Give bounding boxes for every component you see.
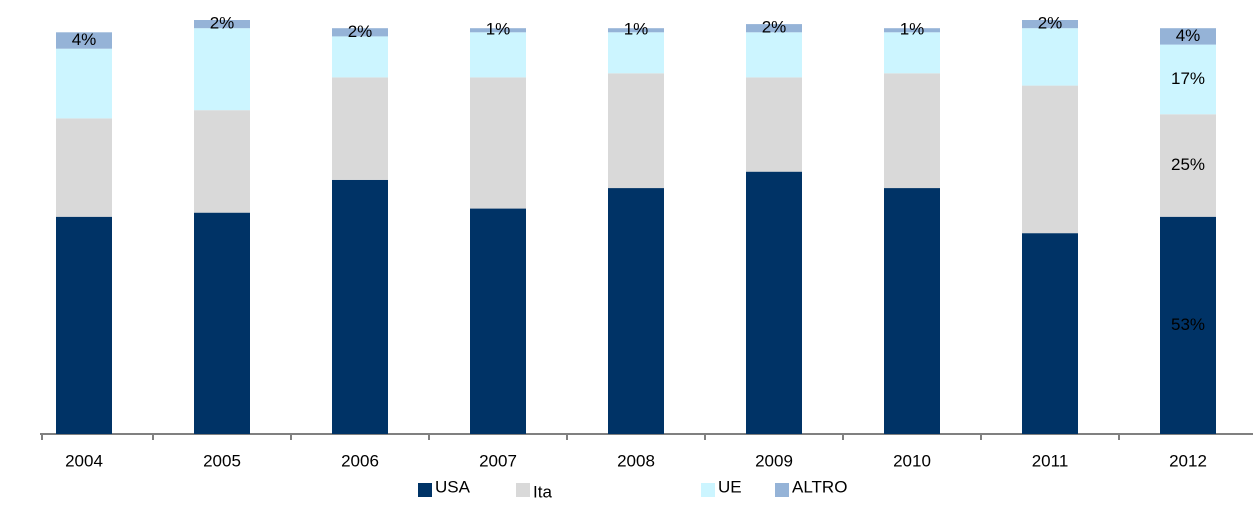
bar-segment	[332, 77, 388, 180]
data-label: 4%	[1176, 26, 1201, 45]
legend-swatch	[775, 483, 789, 497]
data-label: 1%	[900, 20, 925, 39]
bar-segment	[608, 32, 664, 74]
bar-segment	[470, 28, 526, 33]
x-tick-label: 2008	[617, 451, 655, 470]
bar-segment	[884, 73, 940, 189]
bar-segment	[470, 32, 526, 78]
legend-label: USA	[435, 477, 471, 496]
bar-segment	[56, 48, 112, 119]
data-label: 25%	[1171, 155, 1205, 174]
legend-swatch	[516, 483, 530, 497]
bar-segment	[1022, 85, 1078, 234]
bar-segment	[56, 118, 112, 217]
bar-segment	[1022, 20, 1078, 29]
bar-segment	[194, 20, 250, 29]
bar-segment	[746, 24, 802, 33]
bar-segment	[332, 36, 388, 78]
bar-segment	[56, 32, 112, 49]
bar-segment	[884, 188, 940, 434]
x-tick-label: 2009	[755, 451, 793, 470]
bar-segment	[1160, 44, 1216, 115]
x-tick-label: 2010	[893, 451, 931, 470]
bar-segment	[1160, 28, 1216, 45]
bar-segment	[194, 212, 250, 434]
bar-segment	[332, 179, 388, 434]
bar-segment	[1160, 216, 1216, 434]
data-label: 4%	[72, 30, 97, 49]
data-label: 17%	[1171, 69, 1205, 88]
data-label: 2%	[348, 22, 373, 41]
x-tick-label: 2012	[1169, 451, 1207, 470]
bar-segment	[884, 32, 940, 74]
bar-segment	[194, 110, 250, 213]
x-tick-label: 2011	[1032, 451, 1069, 470]
bar-segment	[608, 28, 664, 33]
legend-swatch	[701, 483, 715, 497]
legend-label: ALTRO	[792, 477, 847, 496]
bar-segment	[608, 73, 664, 189]
data-label: 2%	[762, 18, 787, 37]
bar-segment	[56, 216, 112, 434]
bar-segment	[884, 28, 940, 33]
bar-segment	[470, 77, 526, 209]
bar-segment	[332, 28, 388, 37]
bar-segment	[608, 188, 664, 434]
bar-segment	[1022, 233, 1078, 434]
data-label: 1%	[624, 20, 649, 39]
x-tick-label: 2005	[203, 451, 241, 470]
x-tick-label: 2006	[341, 451, 379, 470]
x-tick-label: 2007	[479, 451, 517, 470]
bar-segment	[746, 171, 802, 434]
data-label: 2%	[210, 14, 235, 33]
bar-segment	[1022, 28, 1078, 86]
legend-label: UE	[718, 477, 742, 496]
bar-segment	[194, 28, 250, 111]
x-tick-label: 2004	[65, 451, 103, 470]
legend-swatch	[418, 483, 432, 497]
bar-segment	[470, 208, 526, 434]
bar-segment	[1160, 114, 1216, 217]
bar-segment	[746, 77, 802, 172]
data-label: 2%	[1038, 14, 1063, 33]
legend-label: Ita	[533, 482, 552, 501]
data-label: 53%	[1171, 315, 1205, 334]
bar-segment	[746, 32, 802, 78]
data-label: 1%	[486, 20, 511, 39]
